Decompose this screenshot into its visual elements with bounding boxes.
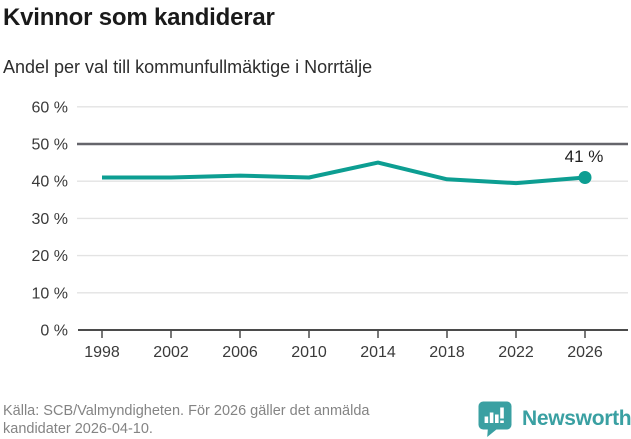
data-line-women-candidates bbox=[102, 160, 586, 186]
y-tick-label: 30 % bbox=[32, 211, 68, 228]
chart-title: Kvinnor som kandiderar bbox=[3, 4, 275, 31]
end-value-label: 41 % bbox=[565, 147, 604, 166]
newsworthy-bubble-chart-icon bbox=[478, 401, 512, 437]
source-note: Källa: SCB/Valmyndigheten. För 2026 gäll… bbox=[3, 403, 369, 438]
last-point-marker bbox=[578, 170, 592, 184]
x-tick-label: 2002 bbox=[153, 344, 189, 361]
x-tick-label: 2010 bbox=[291, 344, 327, 361]
y-tick-label: 40 % bbox=[32, 174, 68, 191]
x-tick-label: 2018 bbox=[429, 344, 465, 361]
newsworthy-logo: Newsworthy bbox=[477, 400, 631, 437]
y-tick-label: 20 % bbox=[32, 248, 68, 265]
chart-subtitle: Andel per val till kommunfullmäktige i N… bbox=[3, 57, 373, 77]
x-tick-label: 1998 bbox=[84, 344, 120, 361]
x-tick-label: 2006 bbox=[222, 344, 258, 361]
x-tick-label: 2014 bbox=[360, 344, 396, 361]
y-tick-label: 0 % bbox=[40, 323, 68, 340]
newsworthy-wordmark: Newsworthy bbox=[522, 406, 631, 430]
x-tick-label: 2022 bbox=[498, 344, 534, 361]
source-line-2: kandidater 2026-04-10. bbox=[3, 420, 153, 437]
source-line-1: Källa: SCB/Valmyndigheten. För 2026 gäll… bbox=[3, 403, 370, 419]
y-tick-label: 10 % bbox=[32, 285, 68, 302]
y-tick-label: 60 % bbox=[32, 99, 68, 116]
x-tick-label: 2026 bbox=[567, 344, 603, 361]
y-tick-label: 50 % bbox=[32, 137, 68, 154]
